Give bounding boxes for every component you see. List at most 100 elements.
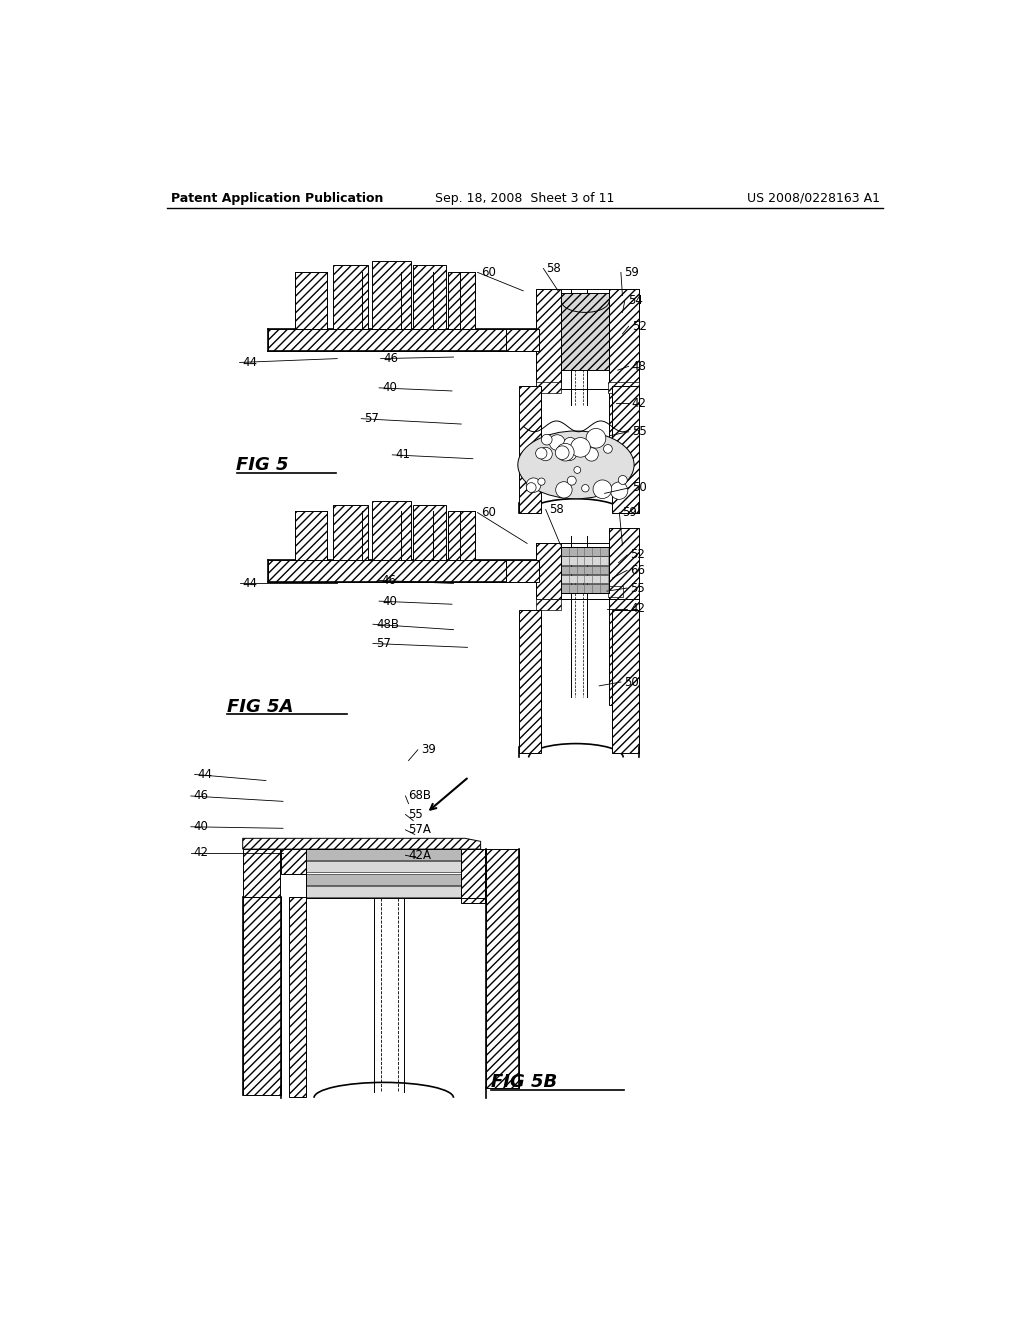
- Bar: [306, 849, 461, 859]
- Circle shape: [603, 445, 612, 453]
- Bar: [561, 557, 609, 565]
- Bar: [372, 502, 411, 560]
- Circle shape: [556, 444, 574, 461]
- Circle shape: [556, 482, 572, 498]
- Bar: [295, 511, 328, 560]
- Text: 40: 40: [382, 594, 397, 607]
- Text: 57A: 57A: [409, 824, 431, 837]
- Bar: [519, 610, 541, 752]
- Bar: [414, 264, 445, 330]
- Text: 57: 57: [376, 638, 391, 649]
- Text: 54: 54: [628, 294, 643, 308]
- Text: 55: 55: [409, 808, 423, 821]
- Circle shape: [563, 437, 577, 450]
- Text: 57: 57: [365, 412, 379, 425]
- Text: 59: 59: [624, 265, 639, 279]
- Text: 42: 42: [194, 846, 209, 859]
- Text: 58: 58: [549, 503, 563, 516]
- Text: 46: 46: [381, 574, 396, 587]
- Bar: [267, 560, 550, 582]
- Text: 59: 59: [623, 506, 637, 519]
- Text: 48: 48: [632, 360, 646, 372]
- Bar: [561, 576, 609, 583]
- Bar: [612, 385, 639, 512]
- Circle shape: [536, 447, 547, 459]
- Bar: [607, 586, 624, 597]
- Circle shape: [582, 484, 589, 492]
- Text: 68B: 68B: [409, 789, 431, 803]
- Circle shape: [582, 442, 590, 450]
- Text: 55: 55: [630, 582, 645, 594]
- Bar: [607, 381, 639, 393]
- Text: Sep. 18, 2008  Sheet 3 of 11: Sep. 18, 2008 Sheet 3 of 11: [435, 191, 614, 205]
- Bar: [537, 599, 561, 610]
- Bar: [306, 874, 461, 884]
- Bar: [612, 610, 639, 752]
- Bar: [561, 566, 609, 574]
- Bar: [537, 544, 639, 599]
- Bar: [372, 261, 411, 330]
- Text: 44: 44: [198, 768, 213, 781]
- Text: 44: 44: [243, 577, 258, 590]
- Circle shape: [586, 429, 606, 447]
- Circle shape: [583, 444, 590, 450]
- Text: 44: 44: [243, 356, 258, 370]
- Text: Patent Application Publication: Patent Application Publication: [171, 191, 383, 205]
- Bar: [414, 506, 445, 560]
- Bar: [449, 511, 475, 560]
- Text: 52: 52: [632, 319, 646, 333]
- Circle shape: [549, 434, 565, 450]
- Bar: [519, 385, 541, 512]
- Text: FIG 5: FIG 5: [237, 455, 289, 474]
- Bar: [537, 289, 561, 389]
- Text: 66: 66: [630, 564, 645, 577]
- Text: 42: 42: [632, 397, 647, 409]
- Bar: [449, 272, 475, 330]
- Circle shape: [618, 475, 628, 484]
- Text: 46: 46: [194, 789, 209, 803]
- Text: 50: 50: [624, 676, 639, 689]
- Bar: [537, 289, 639, 389]
- Bar: [306, 886, 461, 896]
- Circle shape: [567, 477, 577, 486]
- Bar: [306, 849, 461, 899]
- Text: 40: 40: [382, 381, 397, 395]
- Circle shape: [585, 447, 598, 461]
- Polygon shape: [243, 838, 480, 849]
- Text: 42A: 42A: [409, 849, 431, 862]
- Bar: [461, 849, 484, 903]
- Bar: [561, 585, 609, 593]
- Bar: [295, 272, 328, 330]
- Bar: [561, 293, 609, 370]
- Circle shape: [526, 483, 537, 492]
- Circle shape: [539, 447, 552, 461]
- Text: 48B: 48B: [376, 618, 399, 631]
- Bar: [486, 849, 518, 1088]
- Circle shape: [555, 446, 569, 459]
- Text: 60: 60: [480, 506, 496, 519]
- Text: 42: 42: [630, 602, 645, 615]
- Bar: [267, 330, 550, 351]
- Bar: [609, 289, 639, 451]
- Text: 52: 52: [630, 548, 645, 561]
- Circle shape: [542, 434, 552, 445]
- Text: US 2008/0228163 A1: US 2008/0228163 A1: [746, 191, 880, 205]
- Text: 58: 58: [547, 261, 561, 275]
- Bar: [506, 330, 539, 351]
- Bar: [289, 896, 306, 1097]
- Circle shape: [573, 466, 581, 474]
- Text: 39: 39: [421, 743, 436, 756]
- Circle shape: [593, 480, 611, 499]
- Ellipse shape: [518, 432, 634, 499]
- Bar: [282, 849, 306, 874]
- Text: 46: 46: [384, 352, 398, 366]
- Bar: [334, 506, 369, 560]
- Bar: [561, 548, 609, 594]
- Bar: [561, 548, 609, 556]
- Text: FIG 5B: FIG 5B: [490, 1073, 557, 1092]
- Text: FIG 5A: FIG 5A: [227, 698, 294, 715]
- Bar: [506, 560, 539, 582]
- Bar: [243, 896, 282, 1096]
- Circle shape: [570, 438, 590, 457]
- Circle shape: [562, 446, 577, 461]
